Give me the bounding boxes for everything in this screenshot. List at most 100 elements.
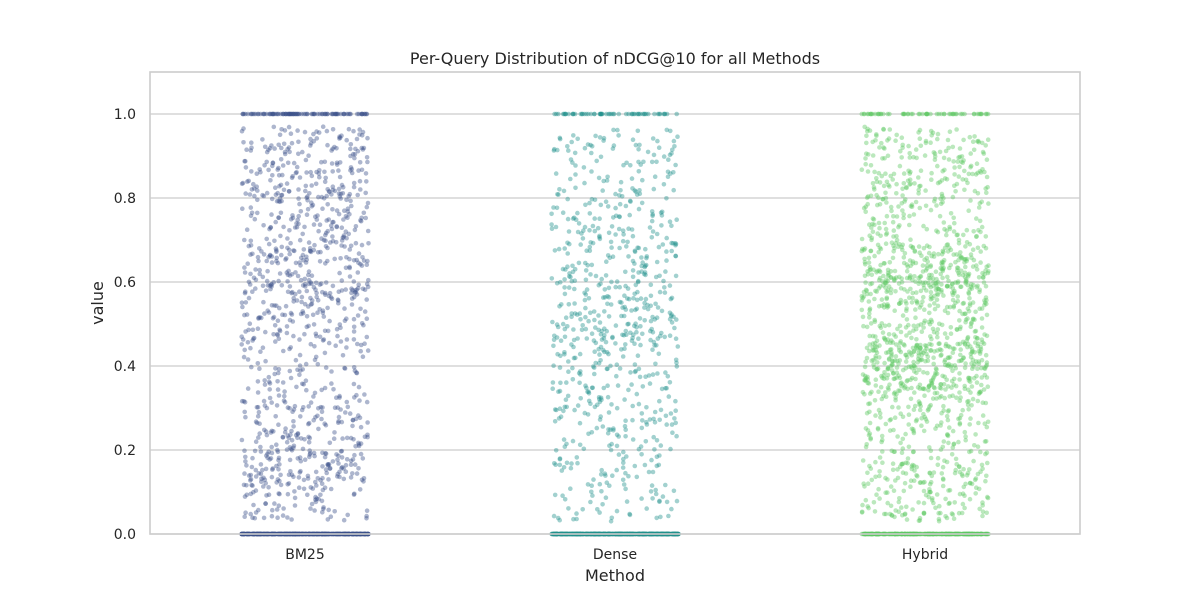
data-point (970, 139, 976, 144)
data-point (336, 300, 341, 306)
data-point (289, 517, 294, 522)
data-point (314, 129, 319, 134)
data-point (598, 202, 604, 208)
data-point (330, 234, 335, 239)
data-point (630, 274, 636, 280)
data-point (581, 165, 587, 170)
data-point (315, 250, 321, 255)
data-point (890, 255, 896, 261)
data-point (866, 299, 872, 304)
data-point (885, 372, 891, 378)
data-point (294, 224, 300, 230)
data-point (560, 210, 566, 215)
data-point (306, 281, 312, 287)
data-point (280, 434, 286, 440)
data-point (307, 454, 312, 460)
data-point (239, 437, 245, 443)
data-point (261, 193, 267, 199)
data-point (252, 448, 258, 454)
data-point (937, 213, 943, 219)
data-point (620, 238, 626, 244)
data-point (666, 394, 672, 399)
data-point (900, 242, 905, 248)
data-point (639, 269, 644, 274)
data-point (626, 387, 631, 393)
data-point (339, 182, 345, 188)
data-point (618, 179, 624, 185)
data-point (901, 181, 907, 186)
data-point (639, 496, 644, 501)
data-point (949, 452, 955, 457)
data-point (281, 398, 287, 404)
data-point (273, 192, 279, 197)
data-point (565, 324, 570, 329)
data-point (331, 436, 337, 442)
data-point (289, 437, 295, 443)
data-point (311, 285, 317, 290)
data-point (592, 317, 597, 323)
data-point (239, 300, 245, 306)
data-point (277, 305, 282, 311)
data-point (245, 386, 251, 391)
data-point (301, 405, 306, 410)
data-point (935, 455, 941, 461)
data-point (558, 338, 564, 344)
data-point (936, 516, 942, 522)
data-point (588, 401, 593, 407)
data-point (981, 341, 987, 347)
data-point (348, 475, 354, 480)
data-point (885, 153, 891, 159)
data-point (901, 488, 907, 494)
data-point (613, 205, 618, 211)
data-point (913, 418, 919, 424)
data-point (589, 150, 594, 156)
data-point (351, 492, 357, 497)
data-point (344, 457, 350, 462)
data-point (274, 480, 280, 485)
data-point (869, 358, 875, 364)
data-point (879, 297, 885, 302)
data-point (270, 173, 275, 178)
data-point (564, 380, 569, 385)
data-point (348, 168, 353, 173)
data-point (568, 465, 574, 471)
data-point (359, 263, 365, 268)
data-point (616, 214, 622, 219)
data-point (268, 430, 274, 435)
data-point (251, 336, 256, 342)
data-point (291, 333, 296, 339)
data-point (334, 452, 339, 457)
data-point (293, 111, 299, 117)
data-point (354, 370, 359, 375)
data-point (335, 474, 340, 479)
data-point (278, 482, 284, 488)
data-point (946, 344, 951, 349)
data-point (942, 331, 948, 336)
data-point (980, 413, 986, 418)
data-point (240, 337, 246, 342)
data-point (563, 111, 569, 117)
data-point (864, 140, 869, 146)
data-point (333, 111, 338, 117)
data-point (269, 428, 275, 434)
data-point (930, 130, 936, 136)
data-point (292, 225, 298, 230)
data-point (579, 111, 585, 117)
data-point (240, 180, 246, 186)
data-point (967, 376, 973, 381)
data-point (328, 486, 334, 492)
data-point (945, 274, 950, 280)
data-point (898, 440, 903, 446)
data-point (607, 443, 612, 449)
data-point (243, 289, 248, 295)
data-point (241, 399, 247, 404)
data-point (330, 459, 336, 464)
data-point (344, 197, 349, 203)
data-point (264, 405, 270, 411)
data-point (883, 241, 889, 246)
data-point (557, 187, 562, 192)
data-point (273, 414, 279, 419)
data-point (614, 443, 620, 449)
data-point (319, 194, 325, 200)
data-point (354, 257, 360, 263)
